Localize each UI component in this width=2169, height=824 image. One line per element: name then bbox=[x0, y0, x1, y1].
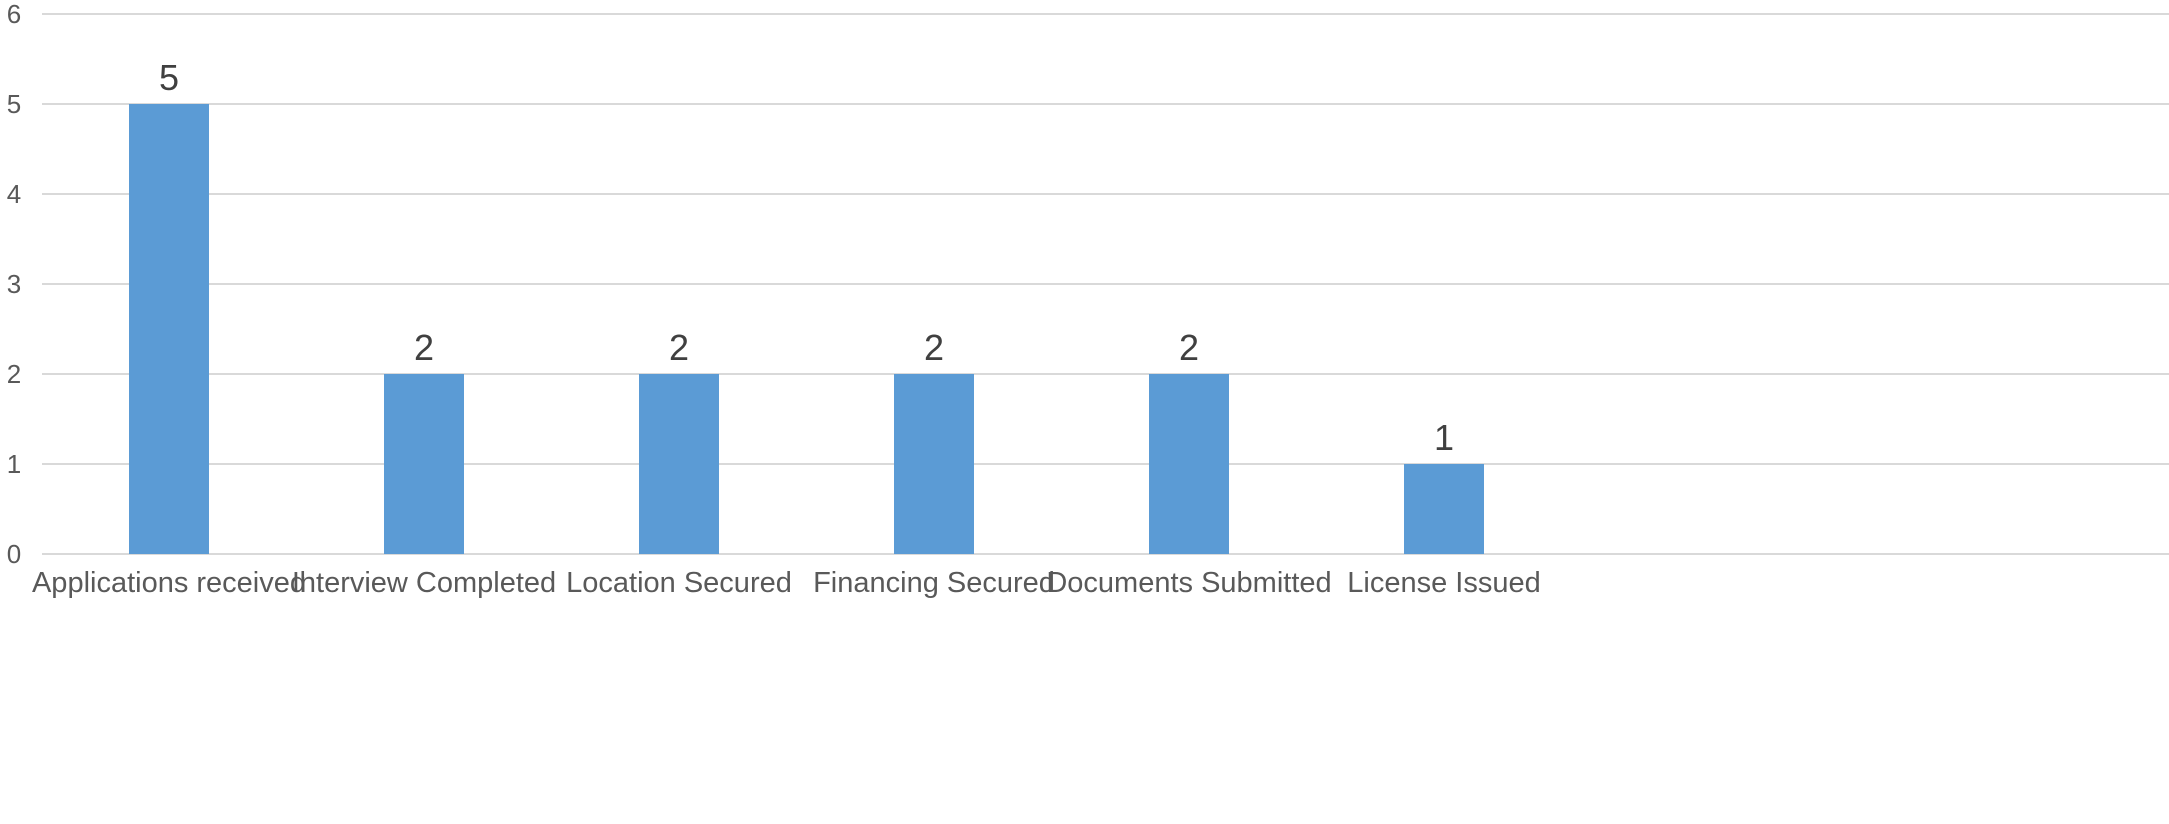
gridlines bbox=[42, 13, 2169, 555]
data-label: 5 bbox=[159, 57, 179, 98]
data-label: 2 bbox=[669, 327, 689, 368]
bar bbox=[894, 374, 974, 554]
bar bbox=[384, 374, 464, 554]
bar bbox=[129, 104, 209, 554]
bar bbox=[1404, 464, 1484, 554]
x-tick-label: Documents Submitted bbox=[1046, 567, 1331, 599]
x-tick-label: Location Secured bbox=[566, 567, 792, 599]
y-tick-label: 4 bbox=[7, 179, 21, 209]
data-labels: 5 2 2 2 2 1 bbox=[159, 57, 1454, 458]
bar bbox=[1149, 374, 1229, 554]
y-tick-label: 2 bbox=[7, 359, 21, 389]
x-tick-label: Financing Secured bbox=[813, 567, 1055, 599]
y-tick-label: 5 bbox=[7, 89, 21, 119]
y-axis-ticks: 0 1 2 3 4 5 6 bbox=[7, 0, 21, 569]
y-tick-label: 6 bbox=[7, 0, 21, 29]
x-tick-label: Interview Completed bbox=[292, 567, 556, 599]
x-tick-label: Applications received bbox=[32, 567, 306, 599]
data-label: 2 bbox=[924, 327, 944, 368]
y-tick-label: 3 bbox=[7, 269, 21, 299]
y-tick-label: 1 bbox=[7, 449, 21, 479]
bar bbox=[639, 374, 719, 554]
bars bbox=[129, 104, 1484, 554]
data-label: 2 bbox=[1179, 327, 1199, 368]
data-label: 2 bbox=[414, 327, 434, 368]
data-label: 1 bbox=[1434, 417, 1454, 458]
y-tick-label: 0 bbox=[7, 539, 21, 569]
x-tick-label: License Issued bbox=[1347, 567, 1540, 599]
